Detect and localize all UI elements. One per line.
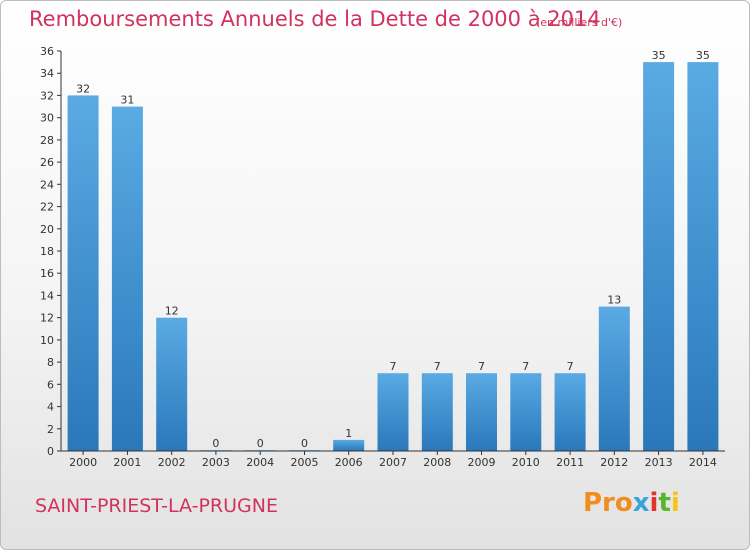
x-tick-label-2003: 2003 bbox=[202, 456, 230, 469]
x-tick-label-2014: 2014 bbox=[689, 456, 717, 469]
x-tick-label-2011: 2011 bbox=[556, 456, 584, 469]
bar-2001 bbox=[111, 106, 143, 451]
chart-subtitle: (en milliers d'€) bbox=[536, 16, 623, 29]
y-tick-label-12: 12 bbox=[40, 312, 54, 325]
data-label-2013: 35 bbox=[652, 49, 666, 62]
bar-2006 bbox=[333, 439, 365, 451]
bar-2008 bbox=[421, 373, 453, 451]
logo-part: Pro bbox=[583, 488, 633, 518]
y-tick-label-20: 20 bbox=[40, 223, 54, 236]
y-tick-label-26: 26 bbox=[40, 156, 54, 169]
bar-2010 bbox=[510, 373, 542, 451]
bar-2011 bbox=[554, 373, 586, 451]
bar-2002 bbox=[156, 317, 188, 451]
x-tick-label-2009: 2009 bbox=[468, 456, 496, 469]
x-tick-label-2013: 2013 bbox=[645, 456, 673, 469]
y-tick-label-8: 8 bbox=[47, 356, 54, 369]
chart-title: Remboursements Annuels de la Dette de 20… bbox=[29, 7, 601, 31]
bar-2000 bbox=[67, 95, 99, 452]
data-label-2005: 0 bbox=[301, 437, 308, 450]
data-label-2004: 0 bbox=[257, 437, 264, 450]
y-tick-label-18: 18 bbox=[40, 245, 54, 258]
x-tick-label-2007: 2007 bbox=[379, 456, 407, 469]
y-tick-label-0: 0 bbox=[47, 445, 54, 458]
y-tick-label-10: 10 bbox=[40, 334, 54, 347]
data-label-2007: 7 bbox=[390, 360, 397, 373]
x-tick-label-2012: 2012 bbox=[600, 456, 628, 469]
data-label-2001: 31 bbox=[120, 94, 134, 107]
bar-2009 bbox=[466, 373, 497, 451]
x-tick-label-2005: 2005 bbox=[291, 456, 319, 469]
data-label-2009: 7 bbox=[478, 360, 485, 373]
logo-part: t bbox=[658, 488, 671, 518]
logo-part: i bbox=[670, 488, 680, 518]
data-label-2014: 35 bbox=[696, 49, 710, 62]
logo-part: x bbox=[632, 488, 650, 518]
y-tick-label-14: 14 bbox=[40, 289, 54, 302]
data-label-2012: 13 bbox=[607, 294, 621, 307]
y-tick-label-28: 28 bbox=[40, 134, 54, 147]
y-tick-label-6: 6 bbox=[47, 378, 54, 391]
y-tick-label-4: 4 bbox=[47, 401, 54, 414]
logo-part: i bbox=[649, 488, 659, 518]
x-tick-label-2008: 2008 bbox=[423, 456, 451, 469]
commune-name: SAINT-PRIEST-LA-PRUGNE bbox=[35, 495, 278, 517]
y-tick-label-34: 34 bbox=[40, 67, 54, 80]
data-label-2010: 7 bbox=[522, 360, 529, 373]
bar-2014 bbox=[687, 62, 719, 451]
bar-2007 bbox=[377, 373, 409, 451]
x-tick-label-2010: 2010 bbox=[512, 456, 540, 469]
data-label-2006: 1 bbox=[345, 427, 352, 440]
x-tick-label-2002: 2002 bbox=[158, 456, 186, 469]
y-tick-label-24: 24 bbox=[40, 178, 54, 191]
x-tick-label-2001: 2001 bbox=[113, 456, 141, 469]
y-tick-label-30: 30 bbox=[40, 112, 54, 125]
y-tick-label-16: 16 bbox=[40, 267, 54, 280]
data-label-2008: 7 bbox=[434, 360, 441, 373]
data-label-2002: 12 bbox=[165, 305, 179, 318]
y-tick-label-2: 2 bbox=[47, 423, 54, 436]
x-tick-label-2000: 2000 bbox=[69, 456, 97, 469]
data-label-2011: 7 bbox=[567, 360, 574, 373]
data-label-2000: 32 bbox=[76, 82, 90, 95]
proxiti-logo: Proxiti bbox=[583, 488, 680, 518]
x-tick-label-2006: 2006 bbox=[335, 456, 363, 469]
bar-2012 bbox=[598, 306, 630, 451]
x-tick-label-2004: 2004 bbox=[246, 456, 274, 469]
y-tick-label-32: 32 bbox=[40, 89, 54, 102]
bar-2013 bbox=[643, 62, 675, 451]
y-tick-label-22: 22 bbox=[40, 201, 54, 214]
data-label-2003: 0 bbox=[212, 437, 219, 450]
y-tick-label-36: 36 bbox=[40, 45, 54, 58]
